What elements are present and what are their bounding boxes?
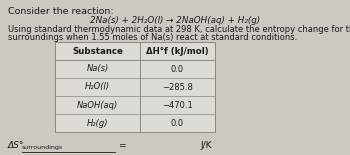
Text: NaOH(aq): NaOH(aq) [77, 100, 118, 109]
Text: J/K: J/K [200, 142, 211, 151]
Text: −470.1: −470.1 [162, 100, 193, 109]
Text: 0.0: 0.0 [171, 64, 184, 73]
Text: Using standard thermodynamic data at 298 K, calculate the entropy change for the: Using standard thermodynamic data at 298… [8, 25, 350, 34]
Bar [55, 42, 215, 132]
Text: H₂(g): H₂(g) [87, 119, 108, 128]
Text: surroundings: surroundings [22, 146, 63, 151]
Text: Substance: Substance [72, 46, 123, 55]
Text: 2Na(s) + 2H₂O(l) → 2NaOH(aq) + H₂(g): 2Na(s) + 2H₂O(l) → 2NaOH(aq) + H₂(g) [90, 16, 260, 25]
Text: −285.8: −285.8 [162, 82, 193, 91]
Text: =: = [118, 142, 126, 151]
Text: H₂O(l): H₂O(l) [85, 82, 110, 91]
Text: 0.0: 0.0 [171, 119, 184, 128]
Text: ΔS°: ΔS° [8, 142, 25, 151]
Text: Na(s): Na(s) [86, 64, 108, 73]
Text: Consider the reaction:: Consider the reaction: [8, 7, 114, 16]
Text: ΔH°f (kJ/mol): ΔH°f (kJ/mol) [146, 46, 209, 55]
Text: surroundings when 1.55 moles of Na(s) react at standard conditions.: surroundings when 1.55 moles of Na(s) re… [8, 33, 297, 42]
